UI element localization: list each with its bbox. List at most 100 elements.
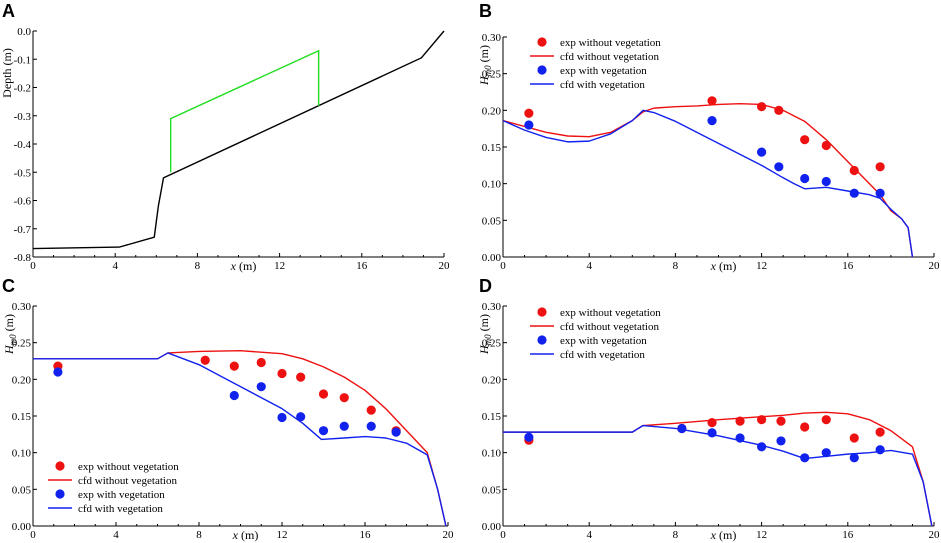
exp-with-vegetation-series: [53, 367, 401, 437]
exp-without-vegetation-point: [200, 355, 210, 365]
panel-letter: B: [479, 1, 492, 21]
exp-without-vegetation-point: [821, 140, 831, 151]
legend-label: cfd without vegetation: [560, 321, 659, 333]
x-tick-label: 8: [673, 529, 679, 541]
x-axis-unit: (m): [238, 528, 258, 542]
x-tick-label: 20: [929, 260, 941, 272]
panel-b: B 0 4 8 12 16 20 0.00 0.05 0.10 0.15 0.20 0.25 0.30 x …: [477, 1, 940, 273]
x-tick-label: 4: [113, 529, 119, 541]
panel-d: D 0 4 8 12 16 20 0.00 0.05 0.10 0.15 0.20 0.25 0.30 x …: [477, 276, 940, 542]
y-tick-label: 0.25: [482, 338, 502, 350]
y-tick-label: 0.25: [482, 69, 502, 81]
x-tick-label: 16: [842, 260, 854, 272]
exp-without-vegetation-point: [849, 165, 859, 176]
x-tick-label: 20: [929, 529, 941, 541]
y-tick-label: -0.4: [14, 139, 32, 151]
y-axis-unit: (m): [477, 45, 491, 65]
exp-with-vegetation-point: [366, 421, 376, 431]
exp-without-vegetation-point: [821, 415, 831, 425]
y-axis-sub: m0: [8, 334, 18, 345]
axes: 0 4 8 12 16 20 0.00 0.05 0.10 0.15 0.20 0.25 0.30 x (…: [2, 301, 454, 542]
x-tick-label: 0: [30, 529, 36, 541]
exp-with-vegetation-point: [849, 188, 859, 198]
y-tick-label: 0.10: [482, 179, 502, 191]
y-axis-sub: m0: [483, 65, 493, 76]
exp-without-vegetation-point: [707, 418, 717, 428]
axes: 0 4 8 12 16 20 0.00 0.05 0.10 0.15 0.20 0.25 0.30 x (…: [477, 301, 940, 542]
x-tick-label: 4: [586, 260, 592, 272]
legend-label: exp without vegetation: [78, 461, 179, 473]
panel-letter: D: [479, 276, 492, 296]
exp-with-vegetation-point: [707, 428, 717, 438]
legend-label: exp without vegetation: [560, 37, 661, 49]
y-tick-label: 0.20: [482, 374, 502, 386]
exp-without-vegetation-point: [366, 405, 376, 415]
exp-without-vegetation-point: [318, 389, 329, 399]
x-tick-label: 4: [112, 260, 118, 272]
exp-with-vegetation-point: [821, 448, 831, 458]
x-tick-label: 12: [756, 260, 767, 272]
y-axis-title: Hm0 (m): [477, 314, 493, 355]
legend: exp without vegetation cfd without vegeta…: [530, 307, 661, 361]
legend-label: cfd with vegetation: [560, 79, 645, 91]
exp-with-vegetation-point: [849, 453, 859, 463]
y-tick-label: 0.00: [482, 521, 502, 533]
x-tick-label: 4: [586, 529, 592, 541]
legend: exp without vegetation cfd without vegeta…: [530, 37, 661, 91]
legend-marker-dot: [537, 37, 547, 47]
exp-with-vegetation-point: [735, 433, 745, 443]
legend-label: cfd with vegetation: [560, 349, 645, 361]
y-tick-label: -0.1: [14, 54, 31, 66]
x-tick-label: 16: [360, 529, 372, 541]
exp-with-vegetation-point: [339, 421, 349, 431]
exp-without-vegetation-point: [757, 415, 767, 425]
exp-without-vegetation-point: [707, 96, 717, 106]
y-axis-var: H: [477, 75, 491, 86]
x-tick-label: 16: [356, 260, 368, 272]
legend-label: exp with vegetation: [560, 335, 647, 347]
exp-with-vegetation-point: [875, 445, 885, 455]
exp-with-vegetation-point: [296, 412, 306, 422]
exp-without-vegetation-point: [757, 102, 767, 112]
x-tick-label: 20: [439, 260, 451, 272]
legend-label: exp with vegetation: [560, 65, 647, 77]
x-axis-var: x: [230, 259, 237, 273]
y-tick-label: 0.05: [482, 215, 502, 227]
exp-with-vegetation-point: [821, 176, 831, 187]
x-tick-label: 20: [443, 529, 455, 541]
exp-with-vegetation-point: [391, 427, 401, 437]
x-tick-label: 16: [842, 529, 854, 541]
y-tick-label: 0.15: [12, 411, 32, 423]
legend-label: exp without vegetation: [560, 307, 661, 319]
x-tick-label: 12: [756, 529, 767, 541]
axes: 0 4 8 12 16 20 0.00 0.05 0.10 0.15 0.20 0.25 0.30 x (…: [477, 32, 940, 273]
cfd-without-vegetation-line: [33, 350, 447, 527]
exp-without-vegetation-point: [875, 162, 885, 172]
bathymetry-line: [32, 30, 445, 250]
y-tick-label: 0.10: [12, 448, 32, 460]
legend-label: exp with vegetation: [78, 489, 165, 501]
y-axis-unit: (m): [477, 314, 491, 334]
x-tick-label: 8: [195, 260, 201, 272]
exp-with-vegetation-point: [774, 162, 784, 172]
exp-without-vegetation-point: [776, 416, 786, 426]
exp-with-vegetation-point: [677, 423, 687, 434]
legend: exp without vegetation cfd without vegeta…: [48, 461, 179, 515]
exp-with-vegetation-point: [800, 453, 810, 463]
y-tick-label: -0.5: [14, 167, 32, 179]
legend-marker-dot: [55, 489, 65, 499]
x-tick-label: 12: [277, 529, 288, 541]
exp-with-vegetation-point: [524, 432, 534, 442]
exp-without-vegetation-point: [800, 422, 810, 432]
exp-without-vegetation-point: [229, 361, 239, 371]
panel-letter: C: [2, 276, 15, 296]
y-axis-title: Hm0 (m): [2, 314, 18, 355]
y-tick-label: -0.3: [14, 111, 32, 123]
x-axis-title: x (m): [230, 259, 257, 273]
exp-with-vegetation-point: [875, 188, 885, 198]
y-tick-label: 0.00: [482, 252, 502, 264]
exp-with-vegetation-point: [524, 120, 534, 130]
y-axis-unit: (m): [2, 314, 16, 334]
y-tick-label: 0.30: [12, 301, 32, 313]
